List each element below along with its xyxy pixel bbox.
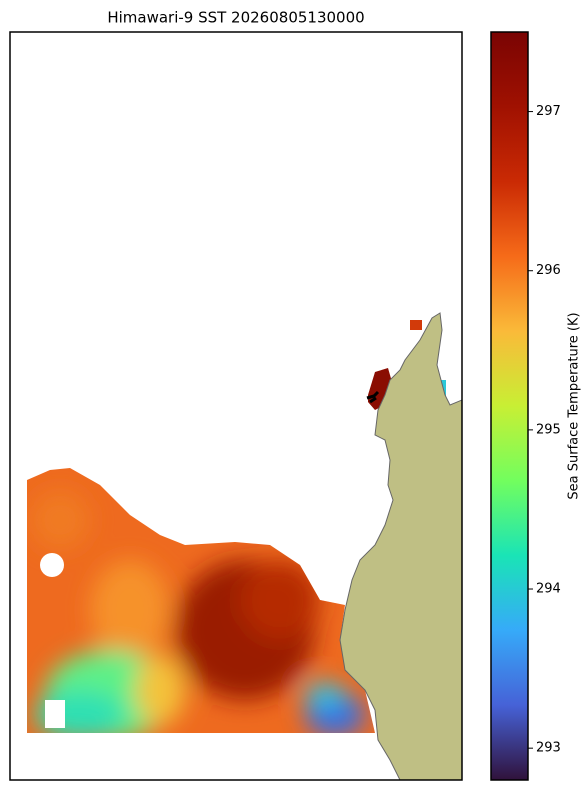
map-frame (9, 31, 463, 781)
colorbar-tick-label: 297 (536, 104, 561, 119)
colorbar-tick-label: 293 (536, 741, 561, 756)
map-area (27, 312, 462, 780)
colorbar-ramp (490, 31, 529, 781)
land (339, 312, 462, 780)
colorbar-label: Sea Surface Temperature (K) (567, 312, 582, 499)
colorbar-tick-label: 294 (536, 582, 561, 597)
colorbar-tick-label: 295 (536, 422, 561, 437)
map-title: Himawari-9 SST 20260805130000 (107, 9, 364, 27)
colorbar: 293 294 295 296 297 (490, 31, 561, 781)
sst-field (27, 468, 375, 733)
colorbar-tick-label: 296 (536, 263, 561, 278)
